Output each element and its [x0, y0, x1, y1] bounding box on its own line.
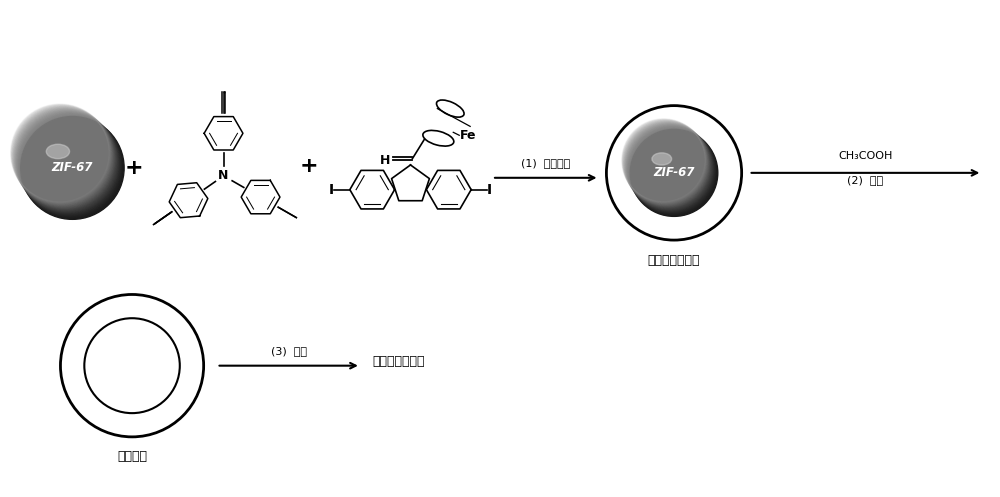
Circle shape — [13, 107, 112, 206]
Circle shape — [15, 109, 115, 209]
Circle shape — [14, 108, 114, 207]
Text: +: + — [300, 156, 318, 176]
Text: 聚合物壳: 聚合物壳 — [117, 450, 147, 463]
Circle shape — [14, 109, 115, 209]
Circle shape — [626, 124, 712, 209]
Circle shape — [18, 113, 119, 214]
Text: +: + — [125, 158, 143, 178]
Circle shape — [16, 111, 117, 212]
Circle shape — [17, 111, 118, 212]
Circle shape — [625, 123, 710, 208]
Circle shape — [627, 126, 713, 211]
Circle shape — [11, 104, 110, 203]
Circle shape — [606, 106, 742, 240]
Circle shape — [629, 128, 716, 215]
Text: N: N — [218, 169, 229, 182]
Circle shape — [16, 110, 116, 210]
Text: CH₃COOH: CH₃COOH — [838, 151, 893, 161]
Circle shape — [628, 126, 714, 212]
Circle shape — [13, 107, 113, 206]
Circle shape — [13, 107, 113, 207]
Circle shape — [12, 106, 111, 204]
Circle shape — [18, 113, 120, 215]
Text: ZIF-67: ZIF-67 — [52, 162, 93, 174]
Circle shape — [21, 116, 124, 219]
Circle shape — [630, 129, 718, 216]
Circle shape — [19, 115, 122, 217]
Text: H: H — [379, 154, 390, 166]
Circle shape — [17, 112, 119, 213]
Circle shape — [624, 122, 709, 206]
Circle shape — [19, 114, 122, 216]
Text: Fe: Fe — [460, 129, 476, 142]
Circle shape — [624, 121, 708, 205]
Ellipse shape — [652, 153, 672, 165]
Circle shape — [626, 124, 711, 209]
Circle shape — [627, 125, 713, 210]
Circle shape — [629, 127, 715, 213]
Text: ZIF-67: ZIF-67 — [653, 166, 695, 179]
Circle shape — [623, 121, 707, 204]
Circle shape — [626, 124, 711, 208]
Circle shape — [11, 104, 109, 202]
Circle shape — [627, 125, 713, 211]
Circle shape — [60, 295, 204, 437]
Circle shape — [12, 105, 111, 204]
Circle shape — [84, 318, 180, 413]
Circle shape — [12, 106, 112, 205]
Circle shape — [11, 105, 110, 203]
Circle shape — [625, 123, 710, 207]
Circle shape — [623, 120, 706, 203]
Circle shape — [624, 121, 708, 205]
Circle shape — [622, 120, 706, 203]
Circle shape — [625, 122, 709, 207]
Circle shape — [20, 115, 123, 218]
Circle shape — [17, 112, 118, 213]
Circle shape — [629, 128, 716, 214]
Text: (2)  刻蚀: (2) 刻蚀 — [847, 175, 884, 185]
Text: I: I — [487, 183, 492, 197]
Text: 磁性多孔碳材料: 磁性多孔碳材料 — [373, 355, 425, 368]
Circle shape — [628, 127, 715, 213]
Circle shape — [630, 129, 718, 216]
Circle shape — [623, 120, 707, 204]
Circle shape — [624, 122, 709, 206]
Circle shape — [14, 108, 114, 208]
Circle shape — [16, 110, 117, 211]
Circle shape — [19, 114, 121, 216]
Circle shape — [622, 119, 706, 202]
Text: (3)  热解: (3) 热解 — [271, 346, 307, 356]
Circle shape — [630, 129, 717, 215]
Circle shape — [18, 113, 120, 215]
Circle shape — [630, 129, 717, 216]
Text: 核壳型复合材料: 核壳型复合材料 — [648, 254, 700, 267]
Ellipse shape — [46, 144, 70, 159]
Circle shape — [20, 116, 123, 218]
Text: (1)  原位缩聚: (1) 原位缩聚 — [521, 158, 570, 168]
Circle shape — [628, 126, 714, 212]
Circle shape — [15, 110, 116, 210]
Circle shape — [629, 128, 716, 214]
Circle shape — [20, 116, 124, 219]
Circle shape — [622, 119, 705, 202]
Circle shape — [21, 116, 124, 219]
Circle shape — [626, 125, 712, 210]
Text: I: I — [329, 183, 334, 197]
